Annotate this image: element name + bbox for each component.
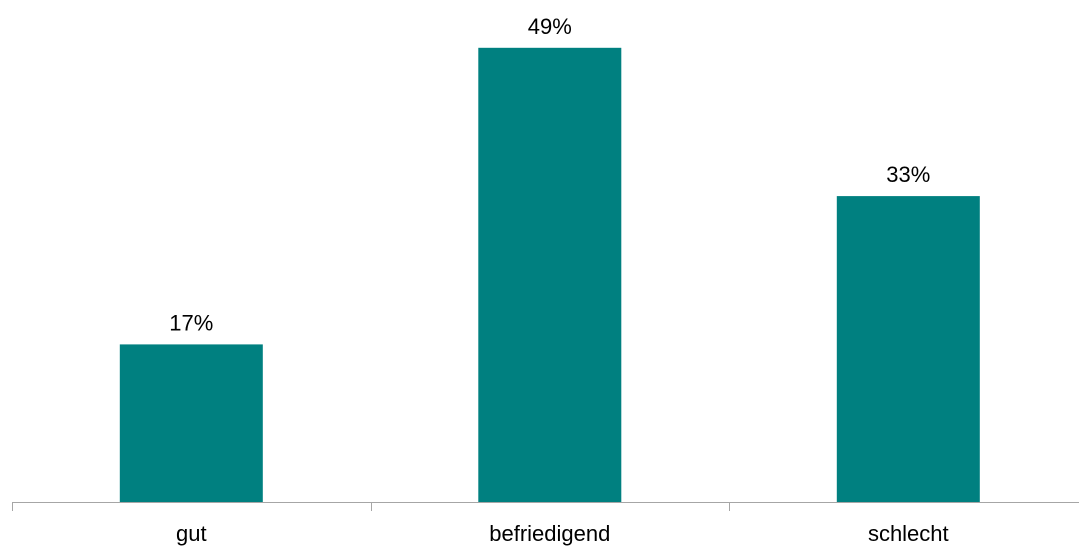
bars-layer — [119, 47, 980, 503]
x-tick-label-befriedigend: befriedigend — [489, 521, 610, 546]
x-tick-label-gut: gut — [176, 521, 207, 546]
value-label-gut: 17% — [169, 310, 213, 335]
value-label-schlecht: 33% — [886, 162, 930, 187]
bar-gut — [119, 344, 263, 502]
x-tick-label-schlecht: schlecht — [868, 521, 949, 546]
x-axis — [12, 502, 1079, 511]
value-label-befriedigend: 49% — [528, 14, 572, 39]
bar-befriedigend — [478, 47, 622, 503]
x-tick-labels-layer: gut befriedigend schlecht — [176, 521, 949, 546]
bar-schlecht — [836, 196, 980, 502]
value-labels-layer: 17% 49% 33% — [169, 14, 930, 336]
